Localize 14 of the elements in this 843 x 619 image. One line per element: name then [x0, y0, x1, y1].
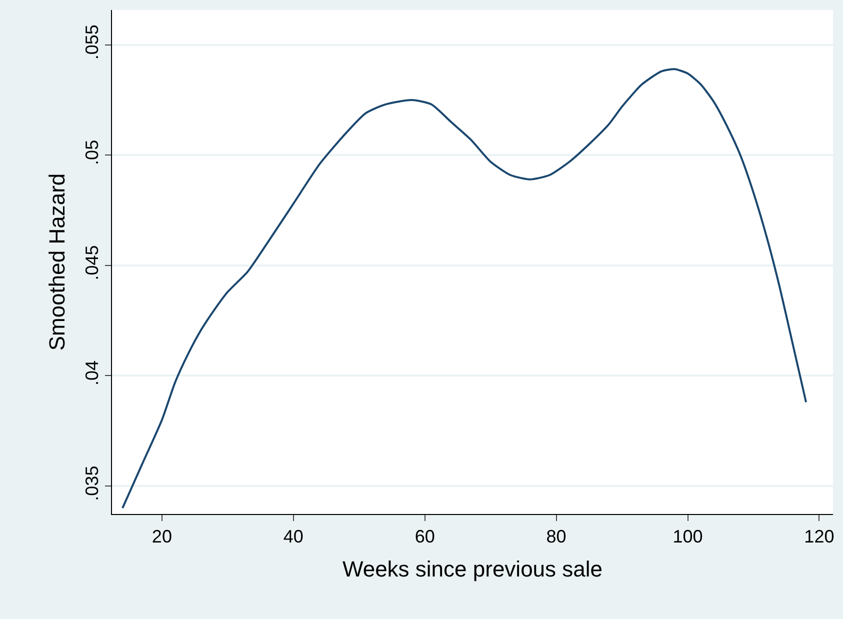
x-axis-title: Weeks since previous sale	[342, 556, 603, 582]
line-series	[122, 68, 808, 510]
x-tick-label: 40	[283, 526, 304, 547]
y-tick-label: .055	[82, 24, 102, 60]
y-tick-label: .035	[82, 466, 102, 501]
x-tick-label: 100	[672, 526, 703, 547]
y-axis-title: Smoothed Hazard	[44, 173, 70, 351]
y-tick-label: .04	[82, 360, 102, 386]
x-tick-label: 20	[152, 526, 172, 547]
x-tick-label: 120	[804, 526, 834, 547]
x-tick-label: 60	[414, 526, 435, 547]
y-tick-label: .05	[82, 140, 102, 165]
x-tick-label: 80	[546, 526, 566, 547]
y-tick-label: .045	[82, 245, 102, 280]
